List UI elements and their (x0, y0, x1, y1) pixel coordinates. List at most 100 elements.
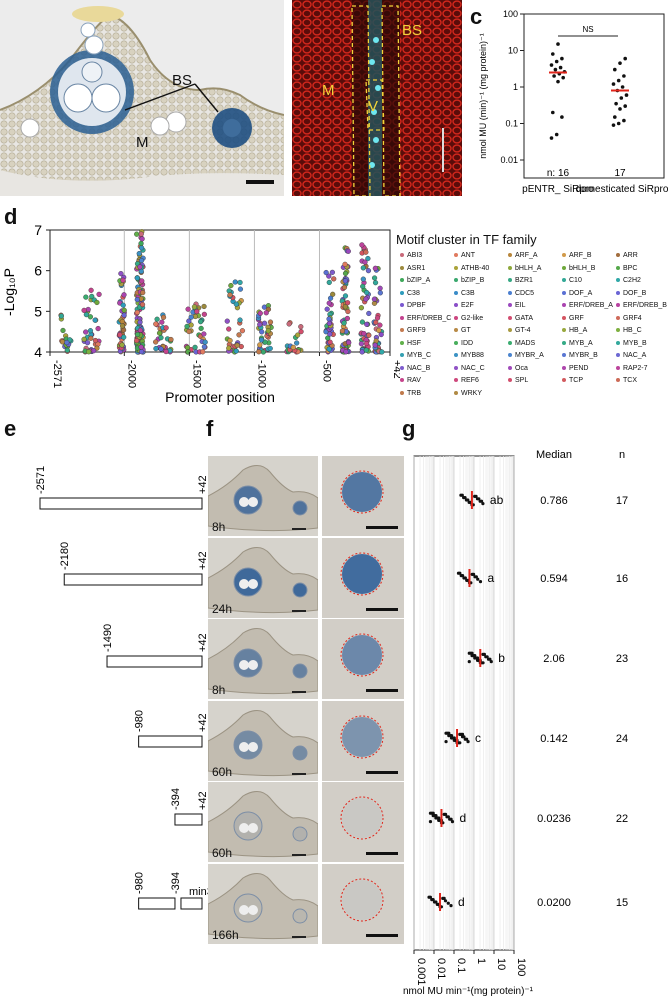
panel-letter-c: c (470, 4, 483, 29)
legend-entry: C3B (454, 290, 475, 297)
legend-label: GATA (515, 314, 534, 322)
construct-junction-label: -394 (170, 872, 182, 894)
panel-d-motif-point (192, 313, 199, 320)
panel-d-ytick-label: 5 (34, 303, 42, 319)
panel-c-point (623, 104, 627, 108)
legend-swatch (508, 315, 512, 320)
panel-g-point (481, 502, 485, 506)
panel-d-motif-point (360, 276, 366, 282)
panel-d-motif-point (134, 275, 140, 281)
construct-end-label: +42 (197, 475, 209, 494)
panel-g-chart: ab 0.786 17 a 0.594 16 b 2.06 23 c 0.142 24 d 0.0236 2… (403, 449, 628, 997)
construct-start-label: -2180 (59, 542, 71, 570)
legend-label: C2H2 (623, 277, 641, 284)
panel-d-motif-point (379, 349, 385, 355)
bundle-sheath-closeup (322, 782, 404, 863)
legend-label: HB_A (569, 327, 588, 334)
panel-d-motif-point (232, 279, 238, 285)
panel-d-chart: 7 6 5 4 -2571 -2000 -1500 -1000 -500 +42 -Log₁₀P… (1, 222, 400, 405)
panel-g-point (443, 812, 448, 816)
panel-d-motif-point (84, 340, 91, 346)
panel-g-point (478, 580, 483, 584)
panel-c-point (551, 52, 555, 56)
panel-g-n-value: 22 (616, 813, 628, 825)
panel-c-point (616, 121, 621, 126)
panel-d-motif-point (366, 332, 372, 338)
promoter-construct-bar (138, 735, 203, 748)
legend-entry: MYB88 (454, 352, 484, 359)
panel-d-motif-point (137, 264, 143, 270)
panel-d-motif-point (137, 319, 143, 325)
panel-d-motif-point (363, 340, 370, 347)
panel-d-motif-point (345, 300, 351, 306)
panel-c-point (549, 136, 554, 140)
legend-swatch (454, 340, 458, 345)
panel-d-xtick-label: -500 (320, 360, 332, 382)
panel-d-motif-point (342, 304, 348, 310)
bundle-sheath-closeup (322, 456, 404, 536)
panel-d-motif-point (140, 290, 146, 296)
legend-entry: ABI3 (400, 252, 422, 259)
legend-swatch (508, 365, 512, 370)
panel-d-xtick-label: -1000 (255, 360, 267, 388)
panel-d-motif-point (201, 303, 207, 310)
min35s-label: min35S (189, 886, 210, 898)
legend-swatch (454, 278, 458, 283)
panel-d-motif-point (184, 323, 190, 330)
legend-entry: NAC_B (400, 365, 430, 372)
panel-g-point (452, 736, 456, 740)
panel-g-point (460, 493, 464, 497)
legend-entry: C2H2 (616, 277, 641, 284)
panel-d-motif-point (89, 293, 95, 300)
panel-g-n-value: 16 (616, 573, 628, 585)
panel-d-motif-point (327, 331, 333, 337)
legend-label: TCP (569, 377, 583, 384)
legend-swatch (454, 365, 458, 370)
panel-c-point (624, 93, 629, 97)
panel-g-point (447, 731, 451, 735)
panel-d-motif-point (88, 287, 94, 293)
legend-label: CDC5 (515, 289, 535, 297)
promoter-fragment-bar (138, 897, 176, 910)
panel-d-motif-point (134, 231, 140, 237)
legend-swatch (562, 290, 566, 295)
panel-d-motif-point (121, 292, 127, 298)
panel-d-motif-point (345, 248, 351, 254)
panel-g-point (475, 656, 480, 660)
panel-d-motif-point (87, 328, 94, 334)
legend-entry: ARR (616, 252, 638, 259)
panel-g-point (489, 660, 493, 664)
legend-entry: ANT (454, 252, 475, 259)
panel-d-motif-point (326, 320, 333, 326)
legend-label: TRB (407, 389, 421, 397)
legend-label: MYBR_B (569, 352, 598, 359)
panel-g-point (461, 574, 465, 578)
panel-d-motif-point (346, 340, 352, 346)
panel-d-motif-point (139, 278, 145, 284)
panel-g-group-label: c (475, 731, 481, 745)
panel-c-point (549, 63, 554, 67)
legend-entry: MYB_A (562, 340, 593, 347)
panel-d-xtick-label: -2000 (125, 360, 137, 388)
panel-d-motif-point (186, 328, 192, 335)
panel-b-micrograph: M V BS (292, 0, 462, 196)
panel-g-point (466, 740, 470, 744)
panel-d-motif-point (60, 327, 66, 334)
panel-d-motif-point (342, 293, 349, 299)
legend-swatch (616, 290, 620, 295)
legend-label: DOF_A (569, 289, 593, 297)
legend-entry: GT (454, 327, 471, 334)
panel-d-motif-point (263, 310, 269, 316)
legend-label: GT-4 (515, 327, 531, 334)
panel-c-category-2: domesticated SiRpro (576, 184, 669, 195)
legend-swatch (562, 278, 566, 283)
panel-letter-f: f (206, 416, 214, 441)
legend-swatch (400, 328, 404, 333)
panel-g-point (479, 499, 484, 503)
legend-entry: DOF_A (562, 290, 592, 297)
significance-label: NS (582, 25, 593, 34)
legend-swatch (562, 315, 566, 320)
panel-d-motif-point (136, 250, 142, 257)
panel-d-motif-point (360, 265, 366, 271)
legend-swatch (508, 340, 512, 345)
